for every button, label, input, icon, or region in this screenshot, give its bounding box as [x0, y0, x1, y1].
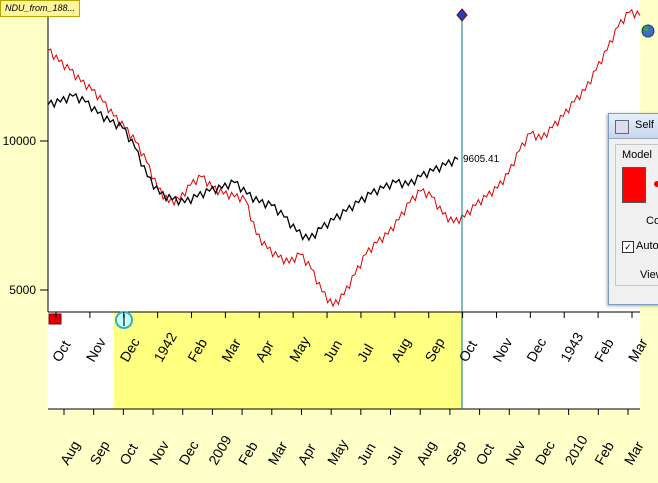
- lower-axis-label: Jul: [383, 444, 406, 468]
- dialog-title-bar[interactable]: Self: [609, 114, 658, 139]
- series-line-red[interactable]: [47, 8, 641, 308]
- time-cursor-handle-icon[interactable]: [456, 8, 468, 22]
- dialog-window-icon: [615, 120, 629, 134]
- series-line-black[interactable]: [47, 92, 459, 242]
- lower-axis-label: Feb: [235, 438, 261, 467]
- view-label: View: [640, 269, 658, 281]
- color-dot-icon: [654, 181, 658, 187]
- series-name-tab[interactable]: NDU_from_188...: [0, 0, 81, 17]
- price-plot-background[interactable]: [48, 0, 640, 312]
- selection-range-highlight[interactable]: [114, 312, 462, 409]
- upper-axis-label: Jul: [354, 341, 377, 365]
- lower-axis-label: Apr: [294, 440, 319, 467]
- lower-axis-label: Sep: [443, 438, 469, 468]
- lower-axis-label: Nov: [146, 438, 172, 468]
- lower-axis-label: Aug: [413, 438, 439, 468]
- y-tick-label-10000: 10000: [3, 134, 37, 148]
- lower-axis-label: Sep: [86, 438, 112, 468]
- cursor-value-label: 9605.41: [463, 154, 500, 165]
- auto-checkbox[interactable]: ✓: [622, 241, 634, 253]
- globe-icon-land: [643, 26, 649, 32]
- lower-axis-label: Dec: [175, 438, 201, 468]
- lower-axis-label: Feb: [591, 438, 617, 467]
- lower-axis-label: Nov: [502, 438, 528, 468]
- dialog-model-group: Model Co ✓ Auto View: [615, 144, 658, 286]
- model-label: Model: [622, 149, 652, 161]
- y-tick-label-5000: 5000: [9, 283, 36, 297]
- lower-axis-label: Mar: [621, 438, 647, 467]
- globe-icon[interactable]: [641, 24, 655, 38]
- auto-label: Auto: [636, 240, 658, 252]
- lower-axis-label: Oct: [116, 441, 141, 468]
- lower-axis-label: 2009: [205, 432, 235, 467]
- lower-axis-label: Oct: [472, 441, 497, 468]
- lower-axis-label: Mar: [265, 438, 291, 467]
- red-marker-icon[interactable]: [48, 313, 62, 325]
- lower-axis-label: Jun: [354, 440, 379, 468]
- lower-axis-label: 2010: [561, 432, 591, 467]
- lower-axis-label: Aug: [57, 438, 83, 468]
- lower-axis-label: Dec: [532, 438, 558, 468]
- dialog-title-text: Self: [635, 119, 654, 131]
- color-swatch-button[interactable]: [622, 167, 646, 203]
- co-label: Co: [646, 215, 658, 227]
- lower-axis-label: May: [324, 437, 351, 468]
- self-dialog: Self Model Co ✓ Auto View: [608, 113, 658, 305]
